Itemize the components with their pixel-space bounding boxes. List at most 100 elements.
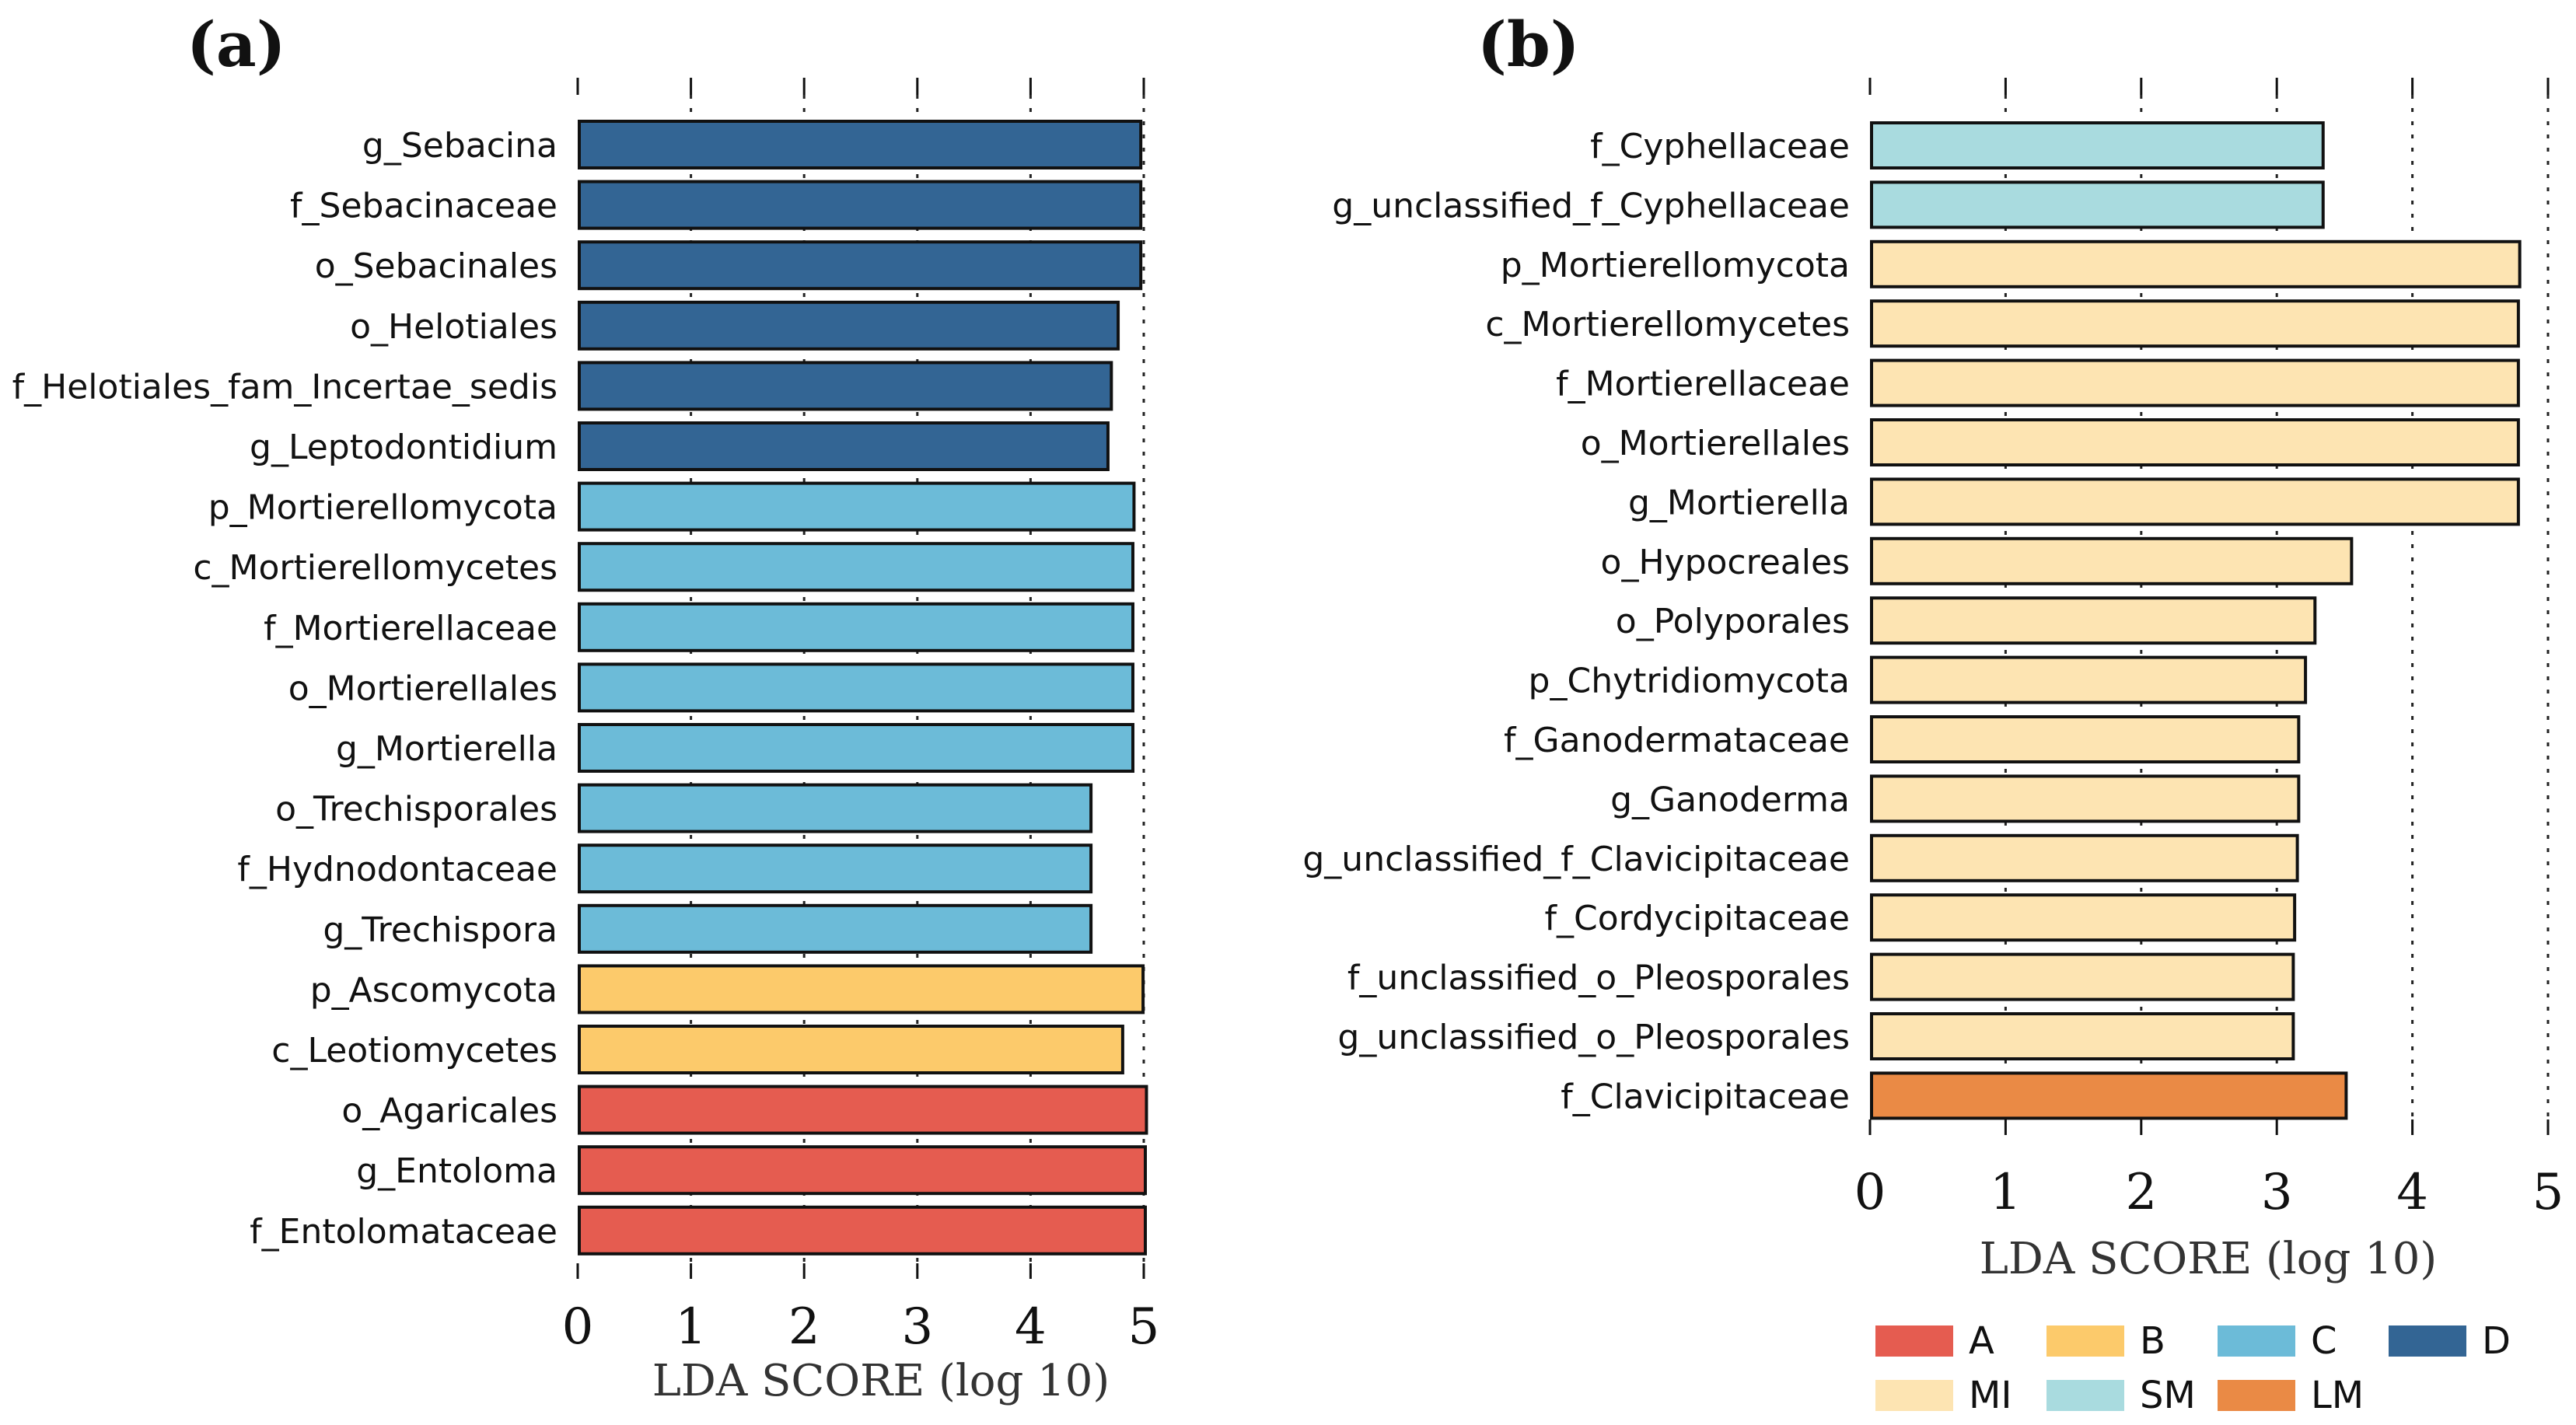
legend-swatch-A	[1875, 1325, 1953, 1357]
panel-b-category-label: p_Chytridiomycota	[1529, 662, 1850, 701]
panel-b-category-label: f_Cyphellaceae	[1590, 127, 1850, 166]
panel-a-label: (a)	[187, 8, 286, 81]
panel-a-x-ticks: 0 1 2 3 4 5	[562, 78, 1160, 1356]
panel-b-bar-f_unclassified_o_Pleosporales	[1870, 952, 2295, 1001]
panel-b-bar-c_Mortierellomycetes	[1870, 299, 2520, 348]
legend-swatch-D	[2389, 1325, 2466, 1357]
panel-b-bar-g_unclassified_f_Cyphellaceae	[1870, 180, 2325, 229]
panel-a-category-label: p_Mortierellomycota	[208, 488, 557, 528]
legend: A B C D MI SM LM	[1875, 1319, 2511, 1417]
panel-b-category-label: g_unclassified_f_Clavicipitaceae	[1302, 840, 1850, 879]
panel-b-bar-g_Ganoderma	[1870, 774, 2301, 823]
panel-b-tick-label: 2	[2125, 1164, 2157, 1221]
legend-swatch-B	[2046, 1325, 2124, 1357]
panel-a-tick-label: 4	[1015, 1298, 1047, 1356]
legend-label-MI: MI	[1969, 1374, 2012, 1417]
panel-b-category-label: g_unclassified_o_Pleosporales	[1337, 1018, 1850, 1057]
panel-a-tick-label: 1	[675, 1298, 707, 1356]
panel-b-bar-f_Cyphellaceae	[1870, 121, 2325, 169]
panel-a-bar-g_Mortierella	[578, 723, 1134, 773]
panel-b-bar-g_unclassified_f_Clavicipitaceae	[1870, 833, 2299, 882]
panel-a-bar-c_Mortierellomycetes	[578, 542, 1134, 592]
panel-b-tick-label: 4	[2396, 1164, 2428, 1221]
panel-b-label: (b)	[1477, 8, 1580, 81]
panel-b-x-axis-title: LDA SCORE (log 10)	[1980, 1234, 2438, 1284]
panel-a-bar-o_Trechisporales	[578, 783, 1093, 833]
panel-b-bar-p_Chytridiomycota	[1870, 655, 2308, 704]
panel-a-category-label: f_Entolomataceae	[250, 1212, 557, 1252]
panel-b-category-label: p_Mortierellomycota	[1501, 246, 1850, 285]
panel-a-bar-g_Trechispora	[578, 903, 1093, 954]
panel-b-category-label: f_Ganodermataceae	[1504, 721, 1850, 760]
panel-b-bar-p_Mortierellomycota	[1870, 239, 2522, 288]
panel-a-bar-f_Hydnodontaceae	[578, 843, 1093, 894]
panel-b-bar-f_Mortierellaceae	[1870, 358, 2520, 407]
panel-a-category-label: o_Sebacinales	[315, 246, 557, 286]
panel-a-category-label: p_Ascomycota	[310, 970, 557, 1010]
panel-b-tick-label: 0	[1854, 1164, 1886, 1221]
panel-a-tick-label: 3	[901, 1298, 933, 1356]
panel-b-category-label: g_unclassified_f_Cyphellaceae	[1332, 186, 1850, 225]
panel-a-bar-g_Leptodontidium	[578, 421, 1110, 471]
legend-swatch-SM	[2046, 1380, 2124, 1411]
panel-a-category-label: f_Helotiales_fam_Incertae_sedis	[12, 367, 557, 407]
panel-b-category-label: f_Cordycipitaceae	[1545, 899, 1851, 938]
legend-label-SM: SM	[2140, 1374, 2196, 1417]
panel-b-category-label: g_Mortierella	[1628, 483, 1850, 522]
panel-b-chart: (b) f_Cyphellaceae g_unclassified_f_Cyphe…	[1302, 8, 2564, 1284]
panel-b-bar-o_Hypocreales	[1870, 536, 2354, 585]
legend-swatch-C	[2218, 1325, 2295, 1357]
panel-a-bars	[578, 120, 1148, 1256]
panel-b-category-label: o_Polyporales	[1616, 602, 1850, 641]
legend-label-D: D	[2482, 1319, 2511, 1363]
panel-b-category-label: f_Mortierellaceae	[1556, 365, 1850, 404]
panel-b-category-label: f_unclassified_o_Pleosporales	[1347, 959, 1850, 998]
panel-a-tick-label: 5	[1128, 1298, 1160, 1356]
panel-b-category-label: o_Mortierellales	[1581, 424, 1850, 463]
panel-a-category-label: g_Sebacina	[362, 126, 557, 166]
legend-label-C: C	[2311, 1319, 2337, 1363]
panel-b-category-label: c_Mortierellomycetes	[1485, 305, 1850, 344]
panel-a-category-label: o_Trechisporales	[275, 790, 557, 830]
panel-a-x-axis-title: LDA SCORE (log 10)	[652, 1356, 1110, 1406]
panel-b-bar-g_unclassified_o_Pleosporales	[1870, 1012, 2295, 1060]
panel-a-bar-g_Sebacina	[578, 120, 1143, 169]
panel-a-chart: (a) g_Sebacina f_Sebacinaceae o_Sebacinale…	[12, 8, 1160, 1406]
panel-a-category-label: g_Leptodontidium	[250, 428, 557, 467]
panel-a-category-label: o_Mortierellales	[288, 669, 557, 708]
panel-b-bar-f_Ganodermataceae	[1870, 715, 2301, 763]
panel-a-category-label: o_Helotiales	[350, 307, 557, 347]
panel-b-bar-f_Clavicipitaceae	[1870, 1071, 2348, 1120]
panel-a-tick-label: 0	[562, 1298, 594, 1356]
panel-a-category-labels: g_Sebacina f_Sebacinaceae o_Sebacinales o_H…	[12, 126, 557, 1252]
panel-a-bar-o_Mortierellales	[578, 662, 1134, 713]
panel-a-category-label: o_Agaricales	[341, 1091, 557, 1131]
panel-a-category-label: g_Mortierella	[336, 729, 557, 769]
panel-a-category-label: c_Leotiomycetes	[271, 1031, 557, 1070]
panel-a-bar-f_Sebacinaceae	[578, 180, 1143, 230]
panel-a-bar-p_Ascomycota	[578, 964, 1145, 1015]
panel-a-bar-c_Leotiomycetes	[578, 1025, 1124, 1074]
panel-b-tick-label: 1	[1990, 1164, 2022, 1221]
panel-b-category-labels: f_Cyphellaceae g_unclassified_f_Cyphellac…	[1302, 127, 1850, 1116]
panel-a-bar-o_Sebacinales	[578, 240, 1143, 291]
legend-label-A: A	[1969, 1319, 1994, 1363]
panel-a-bar-o_Agaricales	[578, 1084, 1148, 1135]
panel-a-category-label: g_Entoloma	[356, 1151, 557, 1191]
panel-b-bars	[1870, 121, 2522, 1120]
legend-label-LM: LM	[2311, 1374, 2364, 1417]
panel-a-category-label: f_Mortierellaceae	[264, 609, 557, 648]
panel-a-bar-f_Entolomataceae	[578, 1205, 1147, 1256]
panel-a-category-label: f_Sebacinaceae	[290, 187, 557, 226]
panel-b-category-label: g_Ganoderma	[1610, 780, 1850, 819]
panel-a-bar-p_Mortierellomycota	[578, 481, 1136, 532]
panel-a-category-label: g_Trechispora	[323, 910, 557, 950]
legend-swatch-MI	[1875, 1380, 1953, 1411]
panel-b-bar-g_Mortierella	[1870, 477, 2520, 526]
panel-b-x-ticks: 0 1 2 3 4 5	[1854, 78, 2564, 1221]
panel-b-tick-label: 3	[2261, 1164, 2293, 1221]
panel-b-bar-o_Polyporales	[1870, 596, 2317, 645]
panel-a-bar-o_Helotiales	[578, 300, 1120, 351]
panel-b-category-label: o_Hypocreales	[1601, 543, 1850, 582]
